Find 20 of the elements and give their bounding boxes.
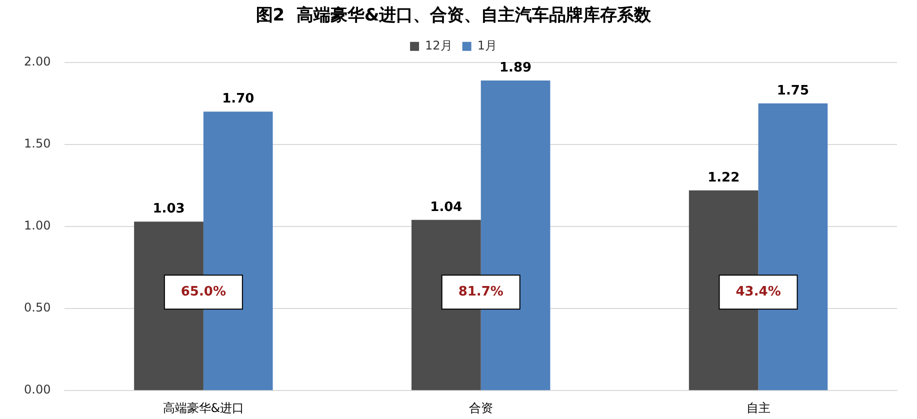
legend-label: 1月	[477, 38, 497, 53]
data-label: 1.89	[500, 60, 532, 76]
data-label: 1.03	[152, 201, 185, 216]
legend-label: 12月	[425, 38, 452, 53]
y-tick-label: 0.00	[24, 382, 51, 397]
annotation: 65.0%	[180, 284, 226, 300]
annotation: 81.7%	[458, 284, 504, 300]
data-label: 1.22	[708, 170, 740, 186]
y-tick-label: 1.50	[24, 136, 51, 151]
data-label: 1.04	[430, 200, 462, 215]
data-label: 1.70	[222, 92, 254, 107]
x-tick-label: 合资	[468, 400, 493, 415]
y-tick-label: 1.00	[24, 218, 51, 233]
chart-title: 图2 高端豪华&进口、合资、自主汽车品牌库存系数	[256, 6, 652, 26]
data-label: 1.75	[776, 83, 810, 98]
annotation: 43.4%	[736, 284, 781, 300]
y-tick-label: 2.00	[24, 54, 51, 69]
y-tick-label: 0.50	[24, 300, 51, 315]
x-tick-label: 自主	[746, 400, 770, 415]
x-tick-label: 高端豪华&进口	[162, 400, 244, 415]
